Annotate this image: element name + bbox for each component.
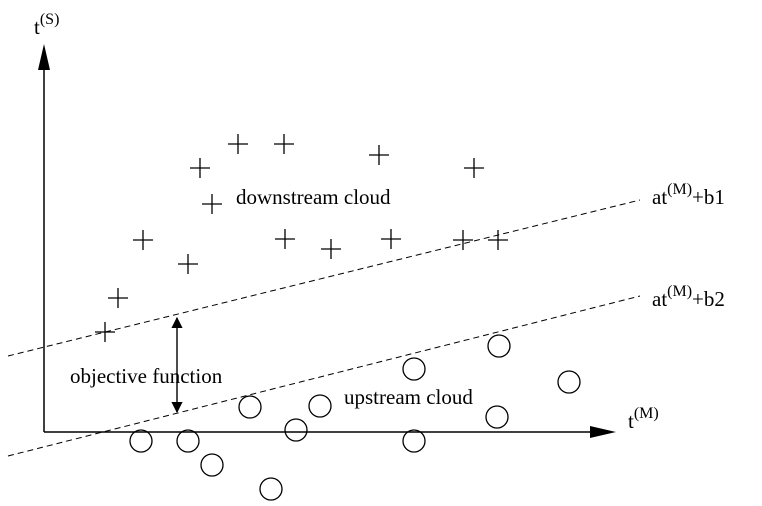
line-b2-prefix: at xyxy=(652,287,667,311)
plus-marker xyxy=(275,229,295,249)
circle-marker xyxy=(485,405,509,429)
circle-marker xyxy=(557,370,581,394)
plus-marker xyxy=(488,230,508,250)
x-axis-arrowhead xyxy=(590,426,616,438)
circle-marker xyxy=(259,477,283,501)
circle-marker xyxy=(308,394,332,418)
plus-marker xyxy=(202,194,222,214)
circle-marker xyxy=(238,395,262,419)
upstream-cloud-markers xyxy=(129,334,581,501)
line-b2-label: at(M)+b2 xyxy=(652,283,725,311)
plus-marker xyxy=(321,239,341,259)
circle-marker xyxy=(402,357,426,381)
line-b1-sup: (M) xyxy=(667,181,692,198)
line-b1-suffix: +b1 xyxy=(692,185,725,209)
circle-marker xyxy=(284,418,308,442)
line-b1-label: at(M)+b1 xyxy=(652,181,725,209)
upstream-cloud-label: upstream cloud xyxy=(344,385,473,409)
y-axis-label-sup: (S) xyxy=(40,11,60,28)
circle-marker xyxy=(487,334,511,358)
x-axis-label-sup: (M) xyxy=(634,405,659,422)
downstream-cloud-markers xyxy=(95,134,508,342)
plus-marker xyxy=(453,230,473,250)
circle-marker xyxy=(200,453,224,477)
plus-marker xyxy=(274,134,294,154)
line-b2-suffix: +b2 xyxy=(692,287,725,311)
plus-marker xyxy=(95,322,115,342)
circle-marker xyxy=(402,429,426,453)
plus-marker xyxy=(108,288,128,308)
circle-marker xyxy=(129,429,153,453)
x-axis-label: t(M) xyxy=(628,405,659,433)
downstream-cloud-label: downstream cloud xyxy=(236,185,391,209)
y-axis-label: t(S) xyxy=(34,11,59,39)
line-b2-sup: (M) xyxy=(667,283,692,300)
circle-marker xyxy=(176,429,200,453)
y-axis-label-base: t xyxy=(34,15,40,39)
plus-marker xyxy=(369,145,389,165)
x-axis-label-base: t xyxy=(628,409,634,433)
plus-marker xyxy=(381,229,401,249)
plus-marker xyxy=(228,134,248,154)
plus-marker xyxy=(190,158,210,178)
line-b1-prefix: at xyxy=(652,185,667,209)
plus-marker xyxy=(133,230,153,250)
objective-function-label: objective function xyxy=(70,364,223,388)
plus-marker xyxy=(178,254,198,274)
separator-line-b2 xyxy=(7,295,641,457)
plus-marker xyxy=(464,158,484,178)
y-axis-arrowhead xyxy=(38,44,50,70)
separator-line-b1 xyxy=(7,199,641,357)
